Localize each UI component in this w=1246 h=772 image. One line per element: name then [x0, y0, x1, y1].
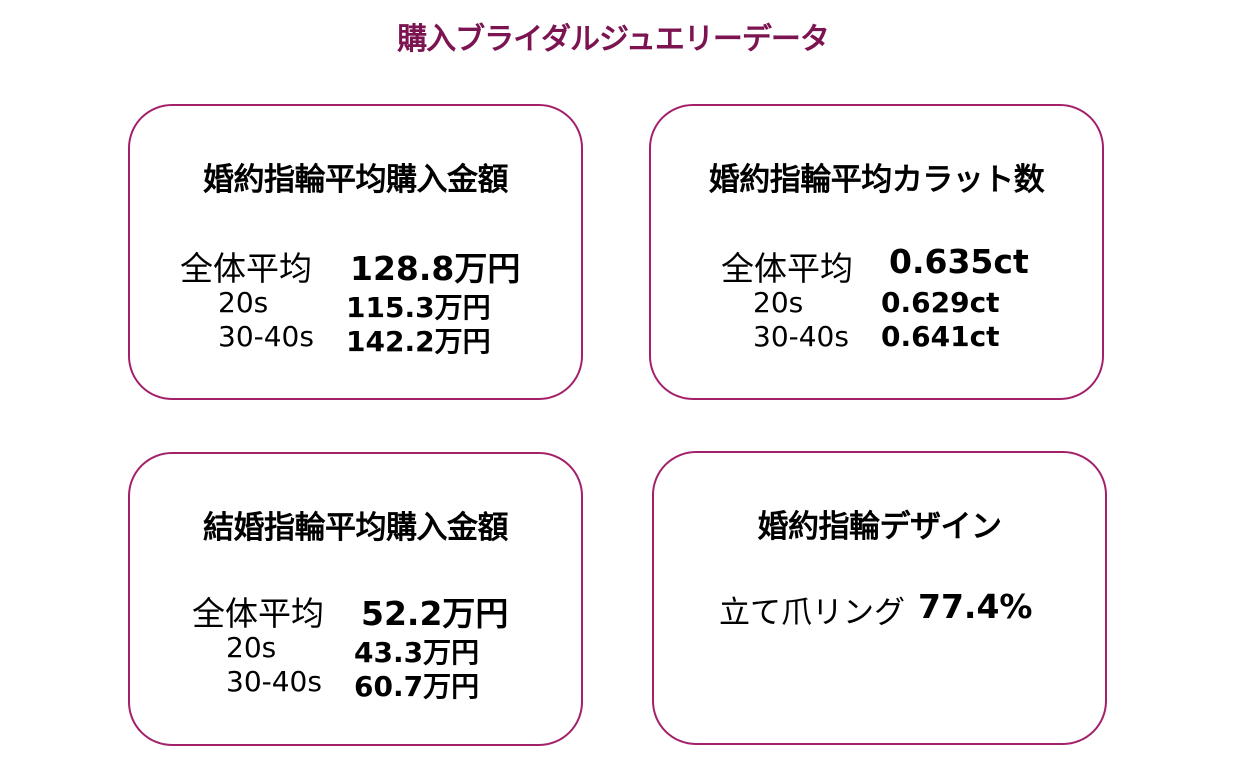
card-wedding-ring-avg-price: 結婚指輪平均購入金額 全体平均 52.2万円 20s 43.3万円 30-40s… — [128, 452, 583, 746]
card-title: 婚約指輪平均購入金額 — [203, 162, 509, 198]
row-label-20s: 20s — [226, 631, 277, 664]
card-engagement-ring-design: 婚約指輪デザイン 立て爪リング 77.4% — [652, 451, 1107, 745]
row-value-30-40s: 60.7万円 — [354, 670, 480, 703]
card-engagement-ring-avg-price: 婚約指輪平均購入金額 全体平均 128.8万円 20s 115.3万円 30-4… — [128, 104, 583, 400]
row-label-30-40s: 30-40s — [218, 320, 314, 353]
page-title: 購入ブライダルジュエリーデータ — [397, 22, 830, 57]
overall-value: 0.635ct — [889, 242, 1029, 281]
overall-label: 全体平均 — [192, 594, 324, 633]
design-value: 77.4% — [918, 587, 1033, 626]
overall-value: 128.8万円 — [350, 249, 521, 288]
row-label-20s: 20s — [753, 286, 804, 319]
row-label-30-40s: 30-40s — [753, 320, 849, 353]
row-value-30-40s: 0.641ct — [881, 320, 1000, 353]
overall-label: 全体平均 — [721, 249, 853, 288]
row-value-20s: 115.3万円 — [346, 291, 491, 324]
row-value-20s: 0.629ct — [881, 286, 1000, 319]
card-title: 婚約指輪平均カラット数 — [708, 162, 1045, 198]
card-title: 婚約指輪デザイン — [757, 509, 1003, 545]
row-label-30-40s: 30-40s — [226, 665, 322, 698]
card-title: 結婚指輪平均購入金額 — [203, 510, 509, 546]
row-label-20s: 20s — [218, 286, 269, 319]
card-engagement-ring-avg-carat: 婚約指輪平均カラット数 全体平均 0.635ct 20s 0.629ct 30-… — [649, 104, 1104, 400]
row-value-30-40s: 142.2万円 — [346, 325, 491, 358]
overall-value: 52.2万円 — [361, 594, 509, 633]
design-label: 立て爪リング — [719, 595, 905, 631]
overall-label: 全体平均 — [180, 249, 312, 288]
row-value-20s: 43.3万円 — [354, 636, 480, 669]
